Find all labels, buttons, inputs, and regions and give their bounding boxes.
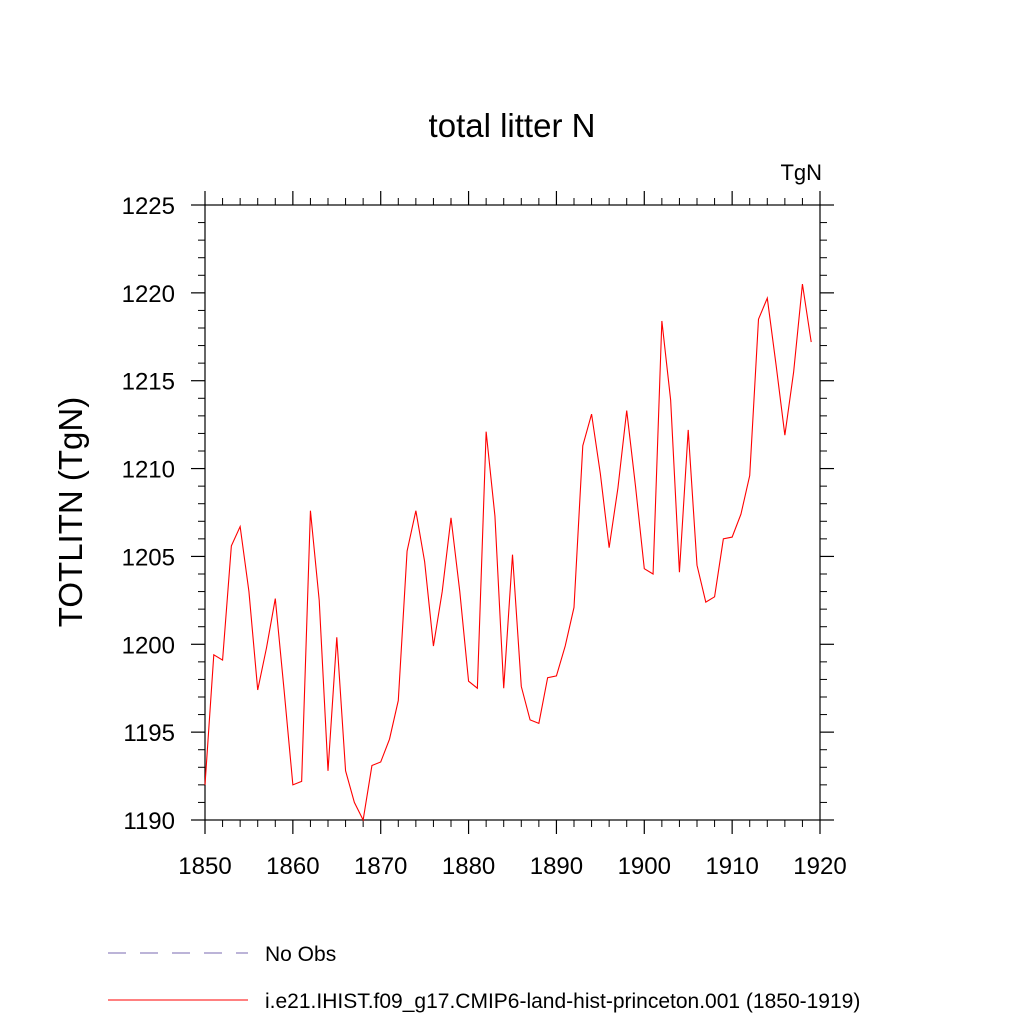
axis-tick-labels: 1850 1860 1870 1880 1890 1900 1910 1920 1190 1195… xyxy=(122,193,847,880)
y-tick-label: 1190 xyxy=(123,808,175,835)
legend: No Obs i.e21.IHIST.f09_g17.CMIP6-land-his… xyxy=(108,943,860,1013)
y-tick-label: 1225 xyxy=(122,193,175,220)
y-tick-label: 1200 xyxy=(122,632,175,659)
units-label: TgN xyxy=(780,160,822,185)
x-tick-label: 1880 xyxy=(442,853,495,880)
series-line xyxy=(204,283,812,822)
y-tick-label: 1210 xyxy=(122,457,175,484)
chart-title: total litter N xyxy=(429,107,596,144)
y-tick-label: 1195 xyxy=(123,720,175,747)
x-tick-label: 1920 xyxy=(793,853,846,880)
y-tick-label: 1220 xyxy=(122,281,175,308)
axis-ticks xyxy=(191,191,834,834)
y-axis-label: TOTLITN (TgN) xyxy=(52,397,89,627)
legend-label: i.e21.IHIST.f09_g17.CMIP6-land-hist-prin… xyxy=(265,990,860,1013)
plot-frame xyxy=(204,204,821,821)
plot-border xyxy=(204,204,821,821)
x-tick-label: 1890 xyxy=(530,853,583,880)
x-tick-label: 1900 xyxy=(618,853,671,880)
data-series xyxy=(204,283,812,822)
y-tick-label: 1215 xyxy=(122,369,175,396)
y-tick-label: 1205 xyxy=(122,544,175,571)
x-tick-label: 1850 xyxy=(178,853,231,880)
x-tick-label: 1860 xyxy=(266,853,319,880)
x-tick-label: 1870 xyxy=(354,853,407,880)
legend-label: No Obs xyxy=(265,943,336,966)
x-tick-label: 1910 xyxy=(705,853,758,880)
